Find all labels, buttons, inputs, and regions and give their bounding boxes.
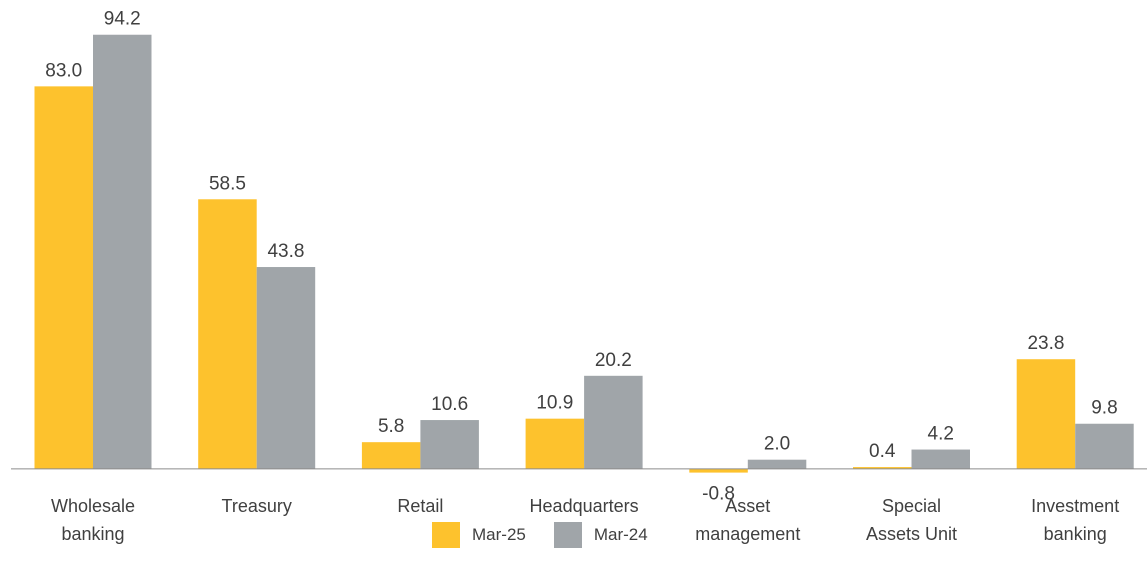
legend-swatch — [553, 522, 582, 548]
bar — [198, 199, 257, 469]
x-tick-label: Investment banking — [1031, 496, 1120, 544]
value-label: 83.0 — [45, 60, 82, 81]
value-label: 10.6 — [431, 394, 468, 415]
legend-label: Mar-24 — [593, 525, 648, 544]
bar — [747, 459, 807, 469]
bar — [256, 267, 316, 469]
x-tick-label: Wholesale banking — [50, 496, 136, 544]
bar — [584, 375, 643, 469]
x-tick-label: Retail — [397, 496, 444, 516]
x-tick-label: Special Assets Unit — [865, 496, 958, 544]
x-tick-label: Asset management — [695, 496, 801, 544]
value-label: 5.8 — [378, 416, 404, 437]
value-label: -0.8 — [702, 484, 735, 505]
value-label: 2.0 — [764, 434, 790, 455]
legend: Mar-25 Mar-24 — [432, 522, 648, 548]
value-label: 58.5 — [209, 173, 246, 194]
bar — [1075, 423, 1134, 469]
bar — [93, 34, 152, 469]
value-label: 10.9 — [536, 393, 573, 414]
bar — [1016, 359, 1076, 469]
bar — [361, 442, 421, 469]
x-tick-label: Headquarters — [529, 496, 639, 516]
bar — [34, 86, 93, 469]
value-label: 0.4 — [869, 441, 896, 462]
bar — [689, 468, 748, 473]
legend-swatch — [432, 522, 460, 548]
value-label: 4.2 — [928, 424, 954, 445]
value-label: 94.2 — [104, 9, 141, 30]
bar — [853, 467, 912, 469]
value-label: 43.8 — [267, 241, 304, 262]
bar — [525, 418, 585, 469]
value-label: 23.8 — [1027, 333, 1064, 354]
value-label: 9.8 — [1091, 398, 1117, 419]
bar — [911, 449, 970, 469]
legend-label: Mar-25 — [472, 525, 526, 544]
x-tick-label: Treasury — [221, 496, 292, 516]
value-label: 20.2 — [595, 350, 632, 371]
bar — [420, 420, 479, 469]
